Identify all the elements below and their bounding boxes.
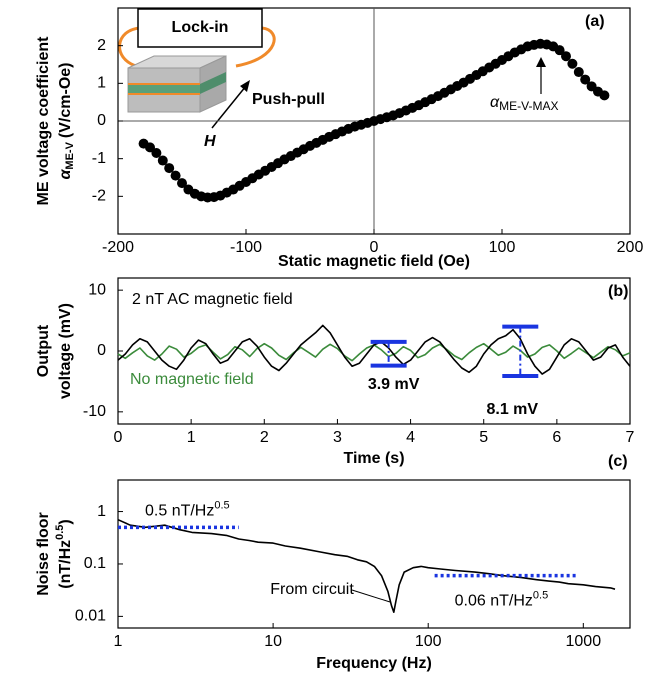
y-tick-label: -1 bbox=[92, 150, 106, 167]
x-axis-label: Time (s) bbox=[343, 450, 404, 467]
x-tick-label: 1 bbox=[187, 429, 196, 446]
x-axis-label: Static magnetic field (Oe) bbox=[278, 253, 470, 270]
unit: ) bbox=[57, 519, 74, 524]
y-axis-label: voltage (mV) bbox=[57, 303, 74, 399]
x-axis-label: Frequency (Hz) bbox=[316, 655, 432, 672]
y-tick-label: 0 bbox=[97, 112, 106, 129]
point bbox=[170, 170, 181, 181]
point bbox=[573, 67, 584, 78]
layer bbox=[128, 84, 200, 94]
series-line bbox=[117, 324, 631, 375]
unit: (nT/Hz bbox=[57, 540, 74, 589]
annotation: Lock-in bbox=[172, 19, 229, 36]
point bbox=[177, 178, 187, 189]
y-axis-label: (nT/Hz0.5) bbox=[54, 519, 74, 589]
y-axis-label: Output bbox=[35, 324, 52, 377]
point bbox=[580, 74, 591, 85]
wire bbox=[235, 26, 276, 68]
panel-label: (c) bbox=[608, 453, 628, 470]
label-text: 0.5 nT/Hz bbox=[145, 503, 214, 520]
annotation: αME-V-MAX bbox=[490, 94, 558, 113]
plot-0: -200 -100 0 100 200 -2 -1 0 1 2 bbox=[92, 7, 644, 256]
unit: (V/cm-Oe) bbox=[57, 63, 74, 139]
x-tick-label: 5 bbox=[479, 429, 488, 446]
layer bbox=[200, 72, 226, 94]
point bbox=[561, 51, 571, 62]
label-text: 0.06 nT/Hz bbox=[455, 593, 533, 610]
point bbox=[157, 155, 168, 166]
plot-frame bbox=[117, 479, 631, 629]
lock-in-box bbox=[137, 8, 263, 48]
reference-label: 0.06 nT/Hz0.5 bbox=[455, 589, 549, 609]
y-tick-label: -10 bbox=[83, 403, 106, 420]
series-line bbox=[117, 342, 631, 362]
y-axis-label: αME-V (V/cm-Oe) bbox=[57, 63, 76, 180]
series-label: 2 nT AC magnetic field bbox=[132, 291, 293, 308]
y-tick-label: 1 bbox=[97, 503, 106, 520]
point bbox=[599, 90, 610, 101]
x-tick-label: 1 bbox=[114, 633, 123, 650]
point bbox=[554, 45, 565, 56]
series-label: No magnetic field bbox=[130, 371, 254, 388]
x-tick-label: 7 bbox=[626, 429, 635, 446]
inset-diagram: Lock-in Push-pull H bbox=[118, 8, 325, 150]
y-tick-label: 0 bbox=[97, 342, 106, 359]
x-tick-label: 4 bbox=[406, 429, 415, 446]
x-tick-label: 0 bbox=[370, 239, 379, 256]
annotation: H bbox=[204, 133, 216, 150]
y-axis-label: Noise floor bbox=[35, 512, 52, 596]
symbol: α bbox=[490, 94, 500, 111]
span-label: 8.1 mV bbox=[486, 401, 538, 418]
x-tick-label: 0 bbox=[114, 429, 123, 446]
y-tick-label: 2 bbox=[97, 37, 106, 54]
subscript: ME-V-MAX bbox=[499, 99, 558, 113]
series-line bbox=[117, 518, 616, 613]
panel-label: (b) bbox=[608, 283, 628, 300]
point bbox=[567, 58, 578, 69]
point bbox=[145, 142, 155, 153]
span-label: 3.9 mV bbox=[368, 376, 420, 393]
arrowhead bbox=[536, 57, 546, 67]
x-tick-label: 1000 bbox=[566, 633, 602, 650]
panel-label: (a) bbox=[585, 13, 605, 30]
x-tick-label: -200 bbox=[102, 239, 134, 256]
symbol: α bbox=[57, 169, 74, 180]
x-tick-label: 200 bbox=[617, 239, 644, 256]
y-tick-label: -2 bbox=[92, 188, 106, 205]
y-tick-label: 0.01 bbox=[75, 608, 106, 625]
x-tick-label: 6 bbox=[552, 429, 561, 446]
plot-1: 0 1 2 3 4 5 6 7 -10 0 10 3.9 mV 8.1 mV bbox=[83, 277, 635, 446]
arrowhead bbox=[240, 80, 250, 92]
superscript: 0.5 bbox=[533, 589, 548, 601]
x-tick-label: 3 bbox=[333, 429, 342, 446]
annotation: Push-pull bbox=[252, 91, 325, 108]
x-tick-label: 10 bbox=[264, 633, 282, 650]
point bbox=[151, 148, 162, 159]
wire bbox=[118, 26, 141, 68]
y-tick-label: 1 bbox=[97, 75, 106, 92]
x-tick-label: -100 bbox=[230, 239, 262, 256]
y-axis-label: ME voltage coefficient bbox=[35, 36, 52, 206]
y-tick-label: 0.1 bbox=[84, 555, 106, 572]
point bbox=[164, 163, 175, 174]
subscript: ME-V bbox=[64, 141, 76, 169]
x-tick-label: 100 bbox=[489, 239, 516, 256]
reference-label: 0.5 nT/Hz0.5 bbox=[145, 499, 230, 519]
superscript: 0.5 bbox=[54, 525, 66, 540]
annotation: From circuit bbox=[270, 581, 354, 598]
arrow bbox=[351, 589, 391, 603]
x-tick-label: 100 bbox=[415, 633, 442, 650]
y-tick-label: 10 bbox=[88, 281, 106, 298]
x-tick-label: 2 bbox=[260, 429, 269, 446]
superscript: 0.5 bbox=[214, 499, 229, 511]
